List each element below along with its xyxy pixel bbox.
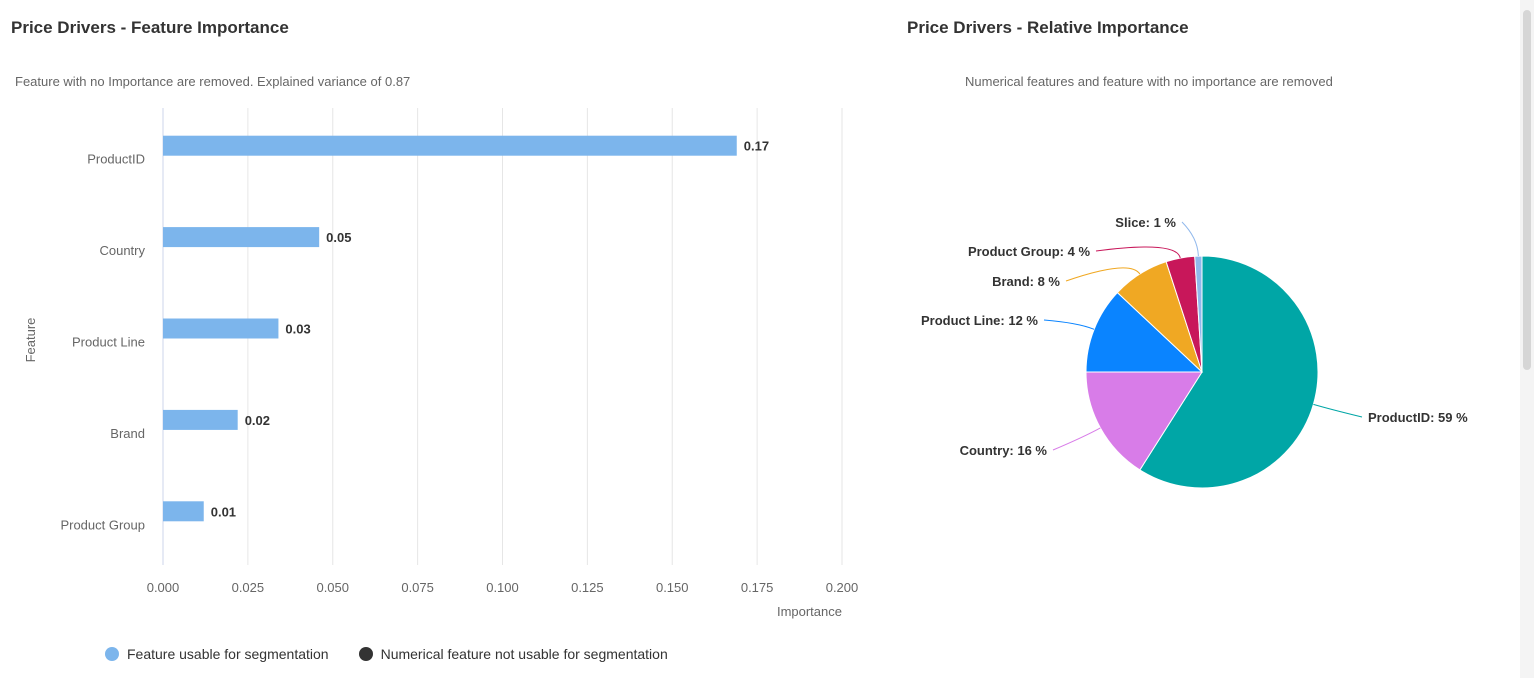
- bar-product-group: [163, 501, 204, 522]
- bar-data-label: 0.02: [245, 413, 270, 428]
- scrollbar-thumb[interactable]: [1523, 10, 1531, 370]
- bar-brand: [163, 409, 238, 430]
- left-chart-title: Price Drivers - Feature Importance: [11, 18, 289, 37]
- bar-data-label: 0.05: [326, 230, 351, 245]
- pie-data-label: ProductID: 59 %: [1368, 410, 1468, 425]
- x-axis-title: Importance: [777, 604, 842, 619]
- pie-connector: [1043, 319, 1095, 330]
- legend-label: Feature usable for segmentation: [127, 646, 329, 662]
- pie-connector: [1065, 267, 1141, 282]
- pie-data-label: Product Line: 12 %: [921, 313, 1038, 328]
- pie-slice-country: [1085, 371, 1203, 471]
- x-tick-label: 0.200: [826, 580, 859, 595]
- legend-label: Numerical feature not usable for segment…: [380, 646, 668, 662]
- legend-dot-icon: [358, 647, 373, 661]
- x-tick-label: 0.175: [741, 580, 774, 595]
- x-tick-label: 0.100: [486, 580, 519, 595]
- legend-item-numerical[interactable]: Numerical feature not usable for segment…: [358, 646, 668, 662]
- bar-country: [163, 227, 320, 248]
- pie-data-label: Product Group: 4 %: [968, 244, 1091, 259]
- x-tick-label: 0.150: [656, 580, 689, 595]
- bar-productid: [163, 135, 737, 156]
- pie-slice-productid: [1139, 255, 1319, 489]
- x-tick-label: 0.125: [571, 580, 604, 595]
- x-tick-label: 0.000: [147, 580, 180, 595]
- y-axis-title: Feature: [23, 318, 38, 363]
- bar-data-label: 0.01: [211, 504, 236, 519]
- scrollbar[interactable]: [1520, 0, 1534, 678]
- pie-slice-product-line: [1085, 291, 1204, 373]
- bar-legend: Feature usable for segmentation Numerica…: [105, 646, 668, 662]
- y-tick-label: Product Line: [72, 335, 145, 350]
- bar-product-line: [163, 318, 279, 339]
- pie-data-label: Brand: 8 %: [992, 274, 1060, 289]
- pie-connector: [1181, 221, 1199, 257]
- y-tick-label: Brand: [110, 426, 145, 441]
- pie-connector: [1313, 403, 1363, 418]
- pie-slice-slice: [1194, 255, 1203, 373]
- bar-data-label: 0.17: [744, 139, 769, 154]
- pie-data-label: Country: 16 %: [960, 443, 1048, 458]
- pie-connector: [1095, 246, 1181, 259]
- y-tick-label: ProductID: [87, 152, 145, 167]
- x-tick-label: 0.075: [401, 580, 434, 595]
- left-chart-subtitle: Feature with no Importance are removed. …: [15, 74, 411, 89]
- pie-data-label: Slice: 1 %: [1115, 215, 1176, 230]
- x-tick-label: 0.050: [316, 580, 349, 595]
- y-tick-label: Country: [99, 243, 145, 258]
- bar-data-label: 0.03: [285, 322, 310, 337]
- legend-item-usable[interactable]: Feature usable for segmentation: [105, 646, 329, 662]
- right-chart-title: Price Drivers - Relative Importance: [907, 18, 1189, 37]
- y-tick-label: Product Group: [60, 517, 145, 532]
- x-tick-label: 0.025: [232, 580, 265, 595]
- legend-dot-icon: [105, 647, 119, 661]
- right-chart-subtitle: Numerical features and feature with no i…: [965, 74, 1333, 89]
- pie-connector: [1052, 427, 1101, 451]
